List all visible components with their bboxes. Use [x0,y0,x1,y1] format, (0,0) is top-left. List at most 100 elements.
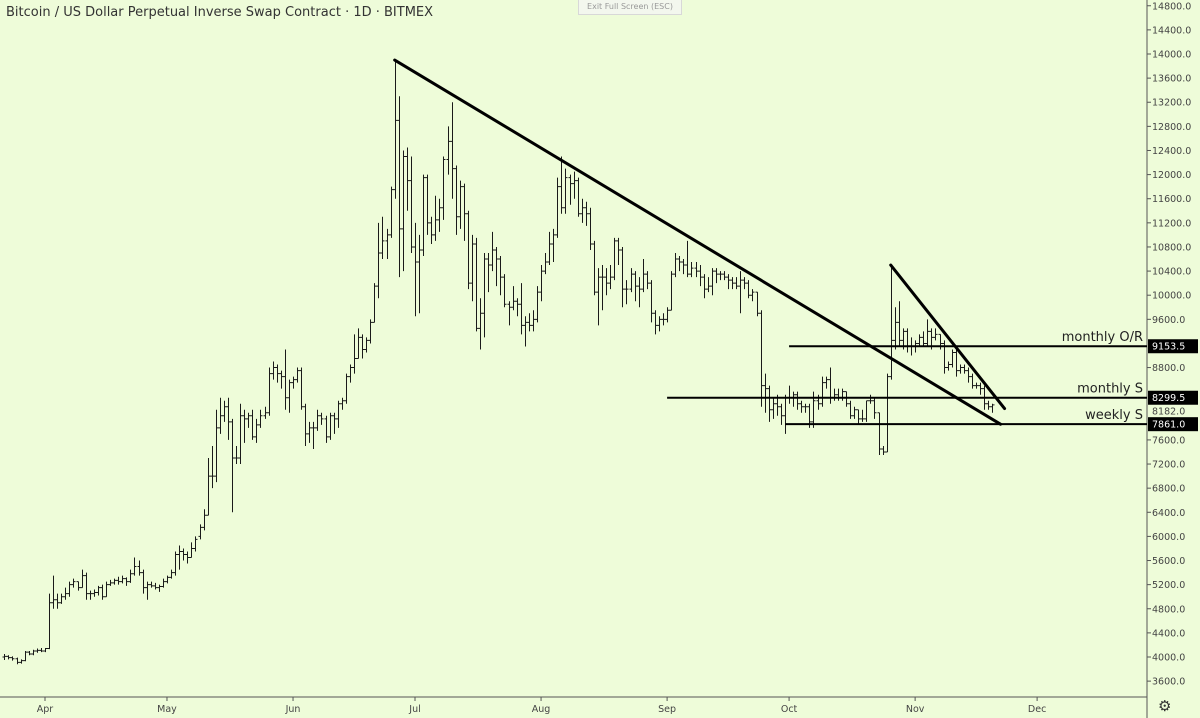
y-tick-label: 7600.0 [1152,435,1185,446]
y-tick-label: 14800.0 [1152,1,1191,12]
ohlc-bar [889,265,894,380]
ohlc-bar [629,268,634,293]
ohlc-bar [523,316,528,347]
ohlc-bar [954,349,959,377]
ohlc-bar [868,394,873,404]
y-tick-label: 8800.0 [1152,363,1185,374]
ohlc-bar [409,156,414,253]
ohlc-bar [177,545,182,570]
ohlc-bar [128,569,133,583]
ohlc-bar [563,168,568,214]
x-tick-label: Oct [781,704,798,715]
gear-icon[interactable]: ⚙ [1158,697,1172,715]
ohlc-bar [677,256,682,272]
y-tick-label: 13600.0 [1152,74,1191,85]
ohlc-bar [559,156,564,214]
ohlc-bar [421,174,426,257]
ohlc-bar [173,551,178,576]
ohlc-bar [824,376,829,389]
ohlc-bar [588,207,593,250]
ohlc-bar [181,548,186,561]
ohlc-bar [263,406,268,419]
ohlc-bar [466,210,471,290]
ohlc-bar [319,412,324,425]
ohlc-bar [568,174,573,205]
ohlc-bar [425,174,430,235]
ohlc-bar [458,180,463,229]
ohlc-bar [897,301,902,347]
ohlc-bar [990,403,995,413]
ohlc-bar [356,328,361,360]
ohlc-bar [877,412,882,455]
ohlc-bar [905,328,910,353]
ohlc-bar [633,271,638,302]
ohlc-bar [108,579,113,586]
y-tick-label: 4400.0 [1152,628,1185,639]
y-tick-label: 6400.0 [1152,508,1185,519]
ohlc-bar [669,271,674,311]
ohlc-bar [454,165,459,235]
ohlc-bar [10,656,15,661]
exit-fullscreen-button[interactable]: Exit Full Screen (ESC) [578,0,682,15]
y-tick-label: 12400.0 [1152,146,1191,157]
ohlc-bar [254,418,259,443]
ohlc-bar [340,397,345,410]
ohlc-bar [287,379,292,413]
ohlc-bar [657,316,662,332]
ohlc-bar [315,409,320,431]
ohlc-bar [511,286,516,311]
ohlc-bar [791,391,796,407]
ohlc-bar [730,277,735,290]
ohlc-bar [608,265,613,290]
ohlc-bar [852,406,857,419]
ohlc-bar [376,222,381,299]
ohlc-bar [584,201,589,226]
ohlc-bar [238,403,243,465]
ohlc-bar [547,231,552,266]
ohlc-bar [145,581,150,600]
ohlc-bar [698,265,703,287]
ohlc-bar [116,576,121,585]
ohlc-bar [429,216,434,244]
ohlc-bar [336,400,341,428]
ohlc-bar [222,400,227,422]
x-tick-label: Dec [1028,704,1046,715]
ohlc-bar [405,147,410,211]
ohlc-bar [637,277,642,308]
ohlc-bar [661,313,666,326]
ohlc-bar [450,102,455,199]
ohlc-bar [848,400,853,419]
ohlc-bar [275,364,280,383]
x-tick-label: Jul [408,704,420,715]
ohlc-bar [80,569,85,589]
ohlc-bar [84,572,89,600]
ohlc-bar [535,286,540,323]
x-tick-label: Apr [37,704,54,715]
ohlc-bar [946,361,951,371]
ohlc-bar [397,96,402,278]
ohlc-bar [755,291,760,317]
y-tick-label: 4800.0 [1152,604,1185,615]
ohlc-bar [132,557,137,576]
ohlc-bar [958,364,963,374]
ohlc-bar [974,382,979,389]
ohlc-bar [494,246,499,287]
ohlc-bar [519,283,524,335]
ohlc-bar [88,590,93,600]
ohlc-bar [2,653,7,661]
ohlc-bar [645,271,650,290]
ohlc-bar [324,415,329,443]
ohlc-bar [685,240,690,278]
ohlc-bar [620,246,625,308]
trendline[interactable] [393,58,1003,426]
ohlc-bar [258,409,263,428]
ohlc-bar [738,271,743,314]
trendline[interactable] [889,263,1007,411]
ohlc-bar [27,650,32,656]
ohlc-bar [96,585,101,596]
ohlc-bar [124,577,129,586]
ohlc-bar [844,391,849,407]
ohlc-bar [616,237,621,266]
ohlc-bar [226,397,231,440]
